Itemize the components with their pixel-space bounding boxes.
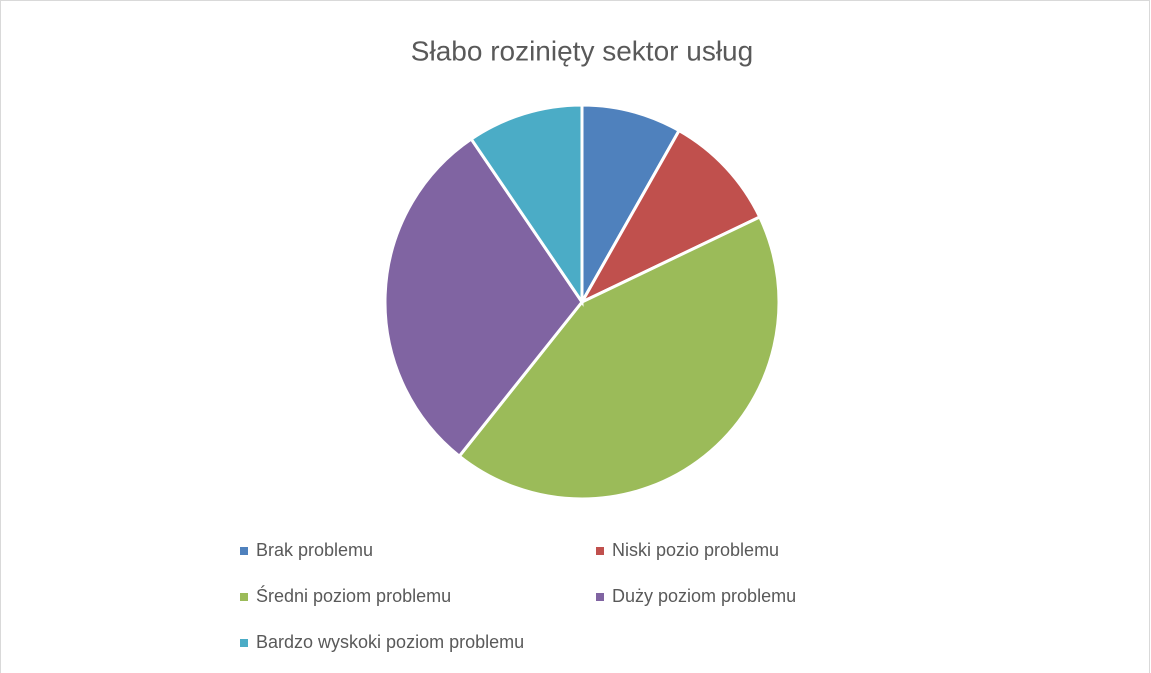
legend-label: Brak problemu xyxy=(256,540,373,560)
pie-slice xyxy=(457,215,781,501)
legend-swatch xyxy=(240,593,248,601)
legend-swatch xyxy=(596,547,604,555)
legend-label: Niski pozio problemu xyxy=(612,540,779,560)
legend-label: Bardzo wyskoki poziom problemu xyxy=(256,632,524,652)
chart-title: Słabo rozinięty sektor usług xyxy=(411,35,753,66)
pie-slice xyxy=(578,128,762,306)
legend-swatch xyxy=(240,639,248,647)
legend-label: Duży poziom problemu xyxy=(612,586,796,606)
legend-swatch xyxy=(240,547,248,555)
pie-slice xyxy=(469,103,584,307)
pie-slice xyxy=(383,136,584,459)
legend-label: Średni poziom problemu xyxy=(256,585,451,606)
pie-slice xyxy=(580,103,682,308)
legend-swatch xyxy=(596,593,604,601)
